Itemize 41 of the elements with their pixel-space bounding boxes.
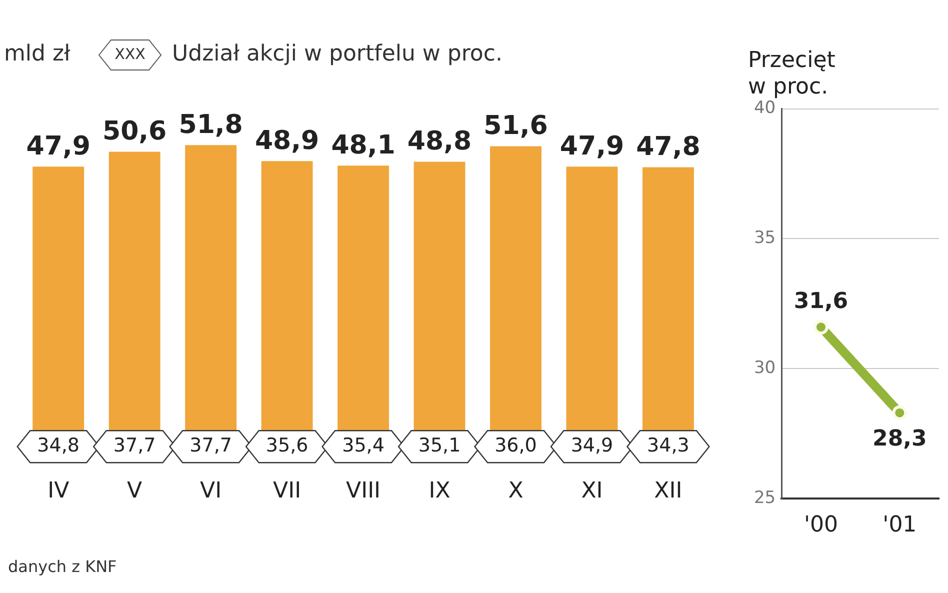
text: Udział akcji w portfelu w proc.	[172, 42, 502, 67]
y-axis-title: mld zł	[4, 42, 72, 67]
data-label: 48,8	[407, 126, 472, 156]
text: danych z KNF	[8, 557, 117, 576]
text: XXX	[114, 44, 146, 63]
text: 34,9	[570, 434, 614, 457]
x-tick-label: IX	[428, 478, 450, 504]
text: 35,4	[342, 434, 384, 457]
text: 37,7	[113, 434, 156, 457]
x-tick-label: X	[508, 478, 524, 504]
data-label: 50,6	[102, 116, 167, 147]
text: 35,6	[266, 434, 308, 457]
chart-subtitle: w proc.	[748, 74, 828, 100]
data-label: 48,1	[331, 130, 396, 160]
data-label: 31,6	[794, 288, 848, 314]
x-tick-label: VIII	[346, 478, 381, 504]
text: 35,1	[418, 434, 461, 457]
x-tick-label: VII	[273, 478, 302, 504]
data-label: 47,9	[26, 131, 90, 162]
data-label: 47,9	[560, 131, 624, 162]
x-tick-label: IV	[48, 478, 70, 504]
x-tick-label: '00	[804, 512, 838, 538]
data-label: 28,3	[872, 426, 927, 452]
text: 36,0	[494, 434, 537, 457]
x-tick-label: XI	[581, 478, 603, 504]
data-label: 51,8	[178, 110, 243, 140]
y-tick-label: 40	[754, 98, 776, 118]
y-tick-label: 30	[754, 358, 776, 378]
text: 34,3	[647, 434, 690, 457]
text: 37,7	[190, 434, 232, 457]
data-label: 48,9	[254, 126, 320, 156]
y-tick-label: 35	[754, 228, 776, 248]
x-tick-label: V	[127, 478, 142, 504]
x-tick-label: XII	[654, 478, 682, 504]
data-label: 51,6	[484, 111, 548, 142]
data-label: 47,8	[636, 132, 700, 162]
chart-title: Przecięt	[748, 48, 836, 73]
x-tick-label: VI	[200, 478, 222, 504]
text: 34,8	[37, 434, 80, 457]
x-tick-label: '01	[882, 512, 917, 538]
y-tick-label: 25	[754, 488, 776, 508]
